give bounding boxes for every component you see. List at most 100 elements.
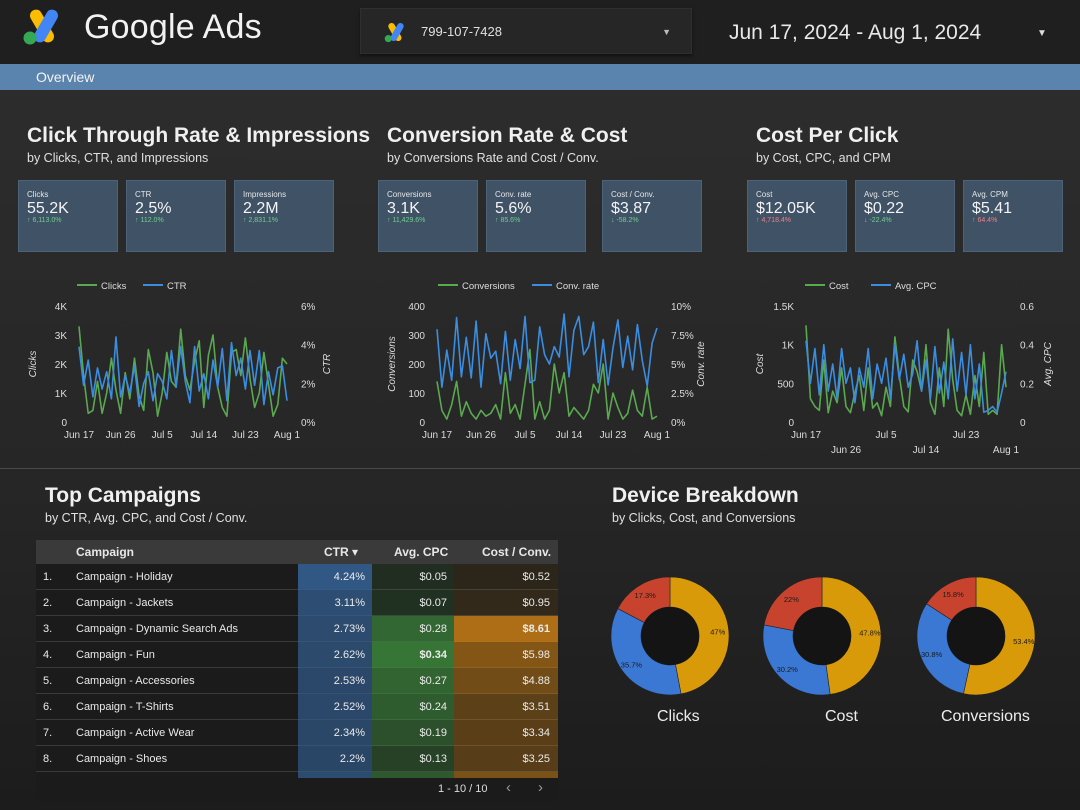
table-row[interactable]: 6. Campaign - T-Shirts 2.52% $0.24 $3.51	[36, 694, 558, 720]
ctr-heat-cell	[298, 720, 372, 746]
table-pager: 1 - 10 / 10 ‹ ›	[36, 776, 558, 802]
table-row[interactable]: 1. Campaign - Holiday 4.24% $0.05 $0.52	[36, 564, 558, 590]
row-number: 8.	[43, 753, 53, 765]
row-number: 5.	[43, 675, 53, 687]
table-row[interactable]: 5. Campaign - Accessories 2.53% $0.27 $4.88	[36, 668, 558, 694]
kpi-card: Cost / Conv. $3.87 ↓ -58.2%	[602, 180, 702, 252]
ctr-value: 2.2%	[339, 753, 365, 765]
x-tick-label: Jul 23	[232, 430, 259, 441]
ctr-value: 2.73%	[333, 623, 365, 635]
cost-conv-value: $4.88	[522, 675, 550, 687]
x-tick-label: Jul 14	[190, 430, 217, 441]
device-donuts: 47% 35.7% 17.3% 47.8% 30.2% 22% 53.4% 30.8% 15.8…	[604, 566, 1044, 706]
kpi-value: 5.6%	[495, 200, 532, 217]
y-tick-label: 100	[408, 389, 425, 400]
section-title-ctr: Click Through Rate & Impressions	[27, 124, 371, 147]
series-line	[805, 338, 1007, 414]
kpi-value: $3.87	[611, 200, 652, 217]
donut-label-conversions: Conversions	[941, 708, 1030, 725]
x-tick-label: Jul 14	[913, 445, 940, 456]
column-header-cost-conv[interactable]: Cost / Conv.	[482, 545, 552, 559]
chart-clicks-ctr: Clicks CTR 0 1K 2K 3K 4K 0% 2% 4% 6% Clicks CTR Jun 1…	[22, 274, 352, 454]
chevron-left-icon[interactable]: ‹	[506, 779, 511, 796]
table-row[interactable]: 2. Campaign - Jackets 3.11% $0.07 $0.95	[36, 590, 558, 616]
cost-heat-cell	[454, 772, 558, 778]
ctr-value: 2.52%	[333, 701, 365, 713]
chevron-down-icon[interactable]: ▼	[1037, 28, 1047, 39]
x-tick-label: Jul 5	[514, 430, 536, 441]
avg-cpc-value: $0.24	[419, 701, 447, 713]
y-axis-label: Clicks	[28, 351, 39, 378]
kpi-value: 2.5%	[135, 200, 172, 217]
ctr-heat-cell	[298, 590, 372, 616]
table-row[interactable]: 4. Campaign - Fun 2.62% $0.34 $5.98	[36, 642, 558, 668]
campaign-name: Campaign - Shoes	[76, 753, 168, 765]
cost-heat-cell	[454, 616, 558, 642]
ctr-value: 2.34%	[333, 727, 365, 739]
section-title-campaigns: Top Campaigns	[45, 484, 201, 507]
column-header-ctr[interactable]: CTR ▾	[324, 545, 359, 559]
ctr-heat-cell	[298, 746, 372, 772]
avg-cpc-value: $0.13	[419, 753, 447, 765]
ctr-heat-cell	[298, 642, 372, 668]
kpi-card: Conv. rate 5.6% ↑ 85.6%	[486, 180, 586, 252]
account-selector[interactable]: 799-107-7428 ▼	[360, 8, 692, 54]
column-header-campaign[interactable]: Campaign	[76, 545, 135, 559]
kpi-label: Avg. CPC	[864, 190, 899, 199]
table-header: Campaign CTR ▾ Avg. CPC Cost / Conv.	[36, 540, 558, 564]
y-tick-label: 4K	[55, 302, 68, 313]
section-subtitle-ctr: by Clicks, CTR, and Impressions	[27, 151, 209, 165]
kpi-card: CTR 2.5% ↑ 112.0%	[126, 180, 226, 252]
cpc-heat-cell	[372, 772, 454, 778]
table-row[interactable]: 7. Campaign - Active Wear 2.34% $0.19 $3.34	[36, 720, 558, 746]
cost-conv-value: $0.52	[522, 571, 550, 583]
donut-hole	[641, 607, 699, 665]
cost-heat-cell	[454, 668, 558, 694]
donut-slice-label: 47.8%	[859, 629, 881, 638]
y2-tick-label: 0%	[671, 418, 686, 429]
donut-label-cost: Cost	[825, 708, 858, 725]
cost-conv-value: $5.98	[522, 649, 550, 661]
y2-tick-label: 5%	[671, 360, 686, 371]
x-tick-label: Aug 1	[274, 430, 301, 441]
table-row-partial	[36, 772, 558, 778]
kpi-value: 3.1K	[387, 200, 420, 217]
ctr-value: 2.53%	[333, 675, 365, 687]
campaign-name: Campaign - Accessories	[76, 675, 195, 687]
cpc-heat-cell	[372, 746, 454, 772]
pager-label: 1 - 10 / 10	[438, 783, 488, 795]
legend-label: Clicks	[101, 281, 127, 292]
kpi-label: Avg. CPM	[972, 190, 1008, 199]
date-range-picker[interactable]: Jun 17, 2024 - Aug 1, 2024	[729, 21, 982, 44]
column-header-avg-cpc[interactable]: Avg. CPC	[394, 545, 449, 559]
y2-tick-label: 7.5%	[671, 331, 694, 342]
x-tick-label: Jul 5	[875, 430, 897, 441]
cost-heat-cell	[454, 746, 558, 772]
kpi-label: Cost / Conv.	[611, 190, 655, 199]
x-tick-label: Jun 26	[831, 445, 861, 456]
avg-cpc-value: $0.27	[419, 675, 447, 687]
avg-cpc-value: $0.07	[419, 597, 447, 609]
chart-cost-cpc: Cost Avg. CPC 0 500 1K 1.5K 0 0.2 0.4 0.6 Cost Avg.…	[750, 274, 1080, 464]
campaign-name: Campaign - Holiday	[76, 571, 173, 583]
kpi-card: Impressions 2.2M ↑ 2,831.1%	[234, 180, 334, 252]
brand-title: Google Ads	[84, 8, 262, 46]
y2-tick-label: 0%	[301, 418, 316, 429]
x-tick-label: Jun 26	[466, 430, 496, 441]
kpi-card: Avg. CPC $0.22 ↓ -22.4%	[855, 180, 955, 252]
legend-label: CTR	[167, 281, 187, 292]
row-number: 7.	[43, 727, 53, 739]
y-tick-label: 500	[777, 379, 794, 390]
section-subtitle-campaigns: by CTR, Avg. CPC, and Cost / Conv.	[45, 511, 248, 525]
avg-cpc-value: $0.05	[419, 571, 447, 583]
kpi-label: Clicks	[27, 190, 49, 199]
kpi-card: Cost $12.05K ↑ 4,718.4%	[747, 180, 847, 252]
kpi-delta: ↑ 6,113.0%	[27, 217, 62, 224]
chevron-right-icon[interactable]: ›	[538, 779, 543, 796]
donut-slice-label: 53.4%	[1013, 637, 1035, 646]
table-row[interactable]: 8. Campaign - Shoes 2.2% $0.13 $3.25	[36, 746, 558, 772]
y2-axis-label: Conv. rate	[696, 341, 707, 387]
donut-label-clicks: Clicks	[657, 708, 700, 725]
table-row[interactable]: 3. Campaign - Dynamic Search Ads 2.73% $0.2…	[36, 616, 558, 642]
tab-overview[interactable]: Overview	[36, 69, 95, 85]
